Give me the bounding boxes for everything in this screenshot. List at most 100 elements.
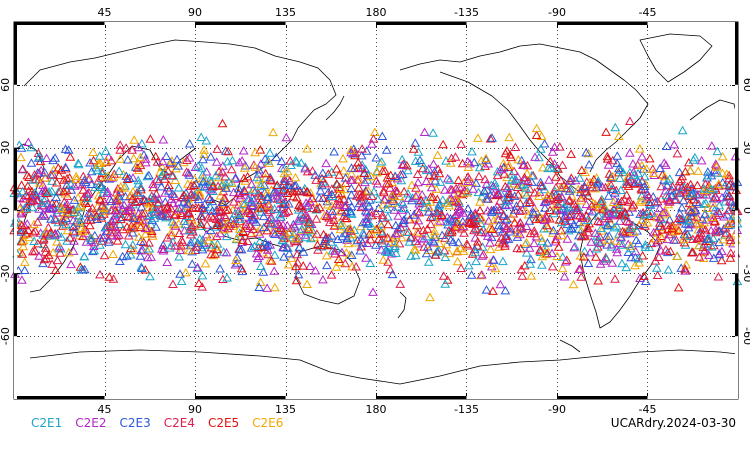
occultation-marker xyxy=(587,182,598,192)
occultation-marker xyxy=(152,206,163,216)
occultation-marker xyxy=(346,190,357,199)
occultation-marker xyxy=(516,264,527,274)
occultation-marker xyxy=(323,169,334,178)
occultation-marker xyxy=(237,266,248,276)
occultation-marker xyxy=(522,168,532,178)
occultation-marker xyxy=(266,175,277,185)
occultation-marker xyxy=(273,219,284,228)
occultation-marker xyxy=(502,183,513,192)
occultation-marker xyxy=(366,210,377,220)
occultation-marker xyxy=(696,155,707,165)
occultation-marker xyxy=(279,199,289,209)
occultation-marker xyxy=(256,159,266,168)
occultation-marker xyxy=(112,227,123,237)
occultation-marker xyxy=(451,183,461,193)
occultation-marker xyxy=(78,226,88,236)
occultation-marker xyxy=(591,252,601,261)
occultation-marker xyxy=(331,179,342,188)
occultation-marker xyxy=(537,260,547,269)
occultation-marker xyxy=(338,165,349,175)
occultation-marker xyxy=(278,184,289,194)
bottom-tick-label: 90 xyxy=(188,403,202,416)
occultation-marker xyxy=(252,227,263,236)
occultation-markers xyxy=(9,116,743,302)
occultation-marker xyxy=(34,177,45,187)
occultation-marker xyxy=(700,209,711,218)
occultation-marker xyxy=(17,275,27,284)
occultation-marker xyxy=(579,251,589,261)
occultation-marker xyxy=(678,215,689,224)
occultation-marker xyxy=(378,199,389,209)
occultation-marker xyxy=(370,225,381,234)
occultation-marker xyxy=(477,191,487,201)
occultation-marker xyxy=(66,259,76,269)
occultation-marker xyxy=(69,195,80,204)
occultation-marker xyxy=(371,176,382,185)
occultation-marker xyxy=(143,224,154,234)
occultation-marker xyxy=(17,220,27,230)
occultation-marker xyxy=(205,152,216,161)
occultation-marker xyxy=(293,269,304,279)
occultation-marker xyxy=(591,243,602,253)
occultation-marker xyxy=(52,255,63,265)
occultation-marker xyxy=(639,271,649,280)
occultation-marker xyxy=(554,215,565,224)
occultation-marker xyxy=(583,191,593,200)
occultation-marker xyxy=(434,245,444,255)
occultation-marker xyxy=(30,226,41,235)
occultation-marker xyxy=(23,225,34,234)
occultation-marker xyxy=(134,214,145,223)
occultation-marker xyxy=(86,179,97,188)
occultation-marker xyxy=(682,182,693,191)
occultation-marker xyxy=(259,222,269,232)
occultation-marker xyxy=(208,250,219,260)
occultation-marker xyxy=(590,183,600,193)
occultation-marker xyxy=(202,220,212,229)
occultation-marker xyxy=(207,239,217,249)
occultation-marker xyxy=(184,225,195,235)
occultation-marker xyxy=(657,225,668,234)
occultation-marker xyxy=(626,252,637,262)
occultation-marker xyxy=(231,255,241,264)
occultation-marker xyxy=(47,176,57,185)
occultation-marker xyxy=(474,171,484,181)
occultation-marker xyxy=(536,233,546,242)
occultation-marker xyxy=(46,170,56,179)
occultation-marker xyxy=(60,144,71,153)
occultation-marker xyxy=(414,207,425,217)
occultation-marker xyxy=(395,279,406,288)
occultation-marker xyxy=(329,246,340,255)
occultation-marker xyxy=(664,174,675,183)
occultation-marker xyxy=(614,173,625,182)
occultation-marker xyxy=(711,162,722,171)
occultation-marker xyxy=(699,199,709,208)
occultation-marker xyxy=(566,149,576,158)
top-tick-label: 135 xyxy=(275,6,296,19)
occultation-marker xyxy=(540,203,550,212)
occultation-marker xyxy=(321,250,332,260)
occultation-marker xyxy=(298,247,309,256)
occultation-marker xyxy=(510,142,521,151)
occultation-marker xyxy=(685,165,696,175)
occultation-marker xyxy=(80,177,91,187)
occultation-marker xyxy=(56,165,67,174)
occultation-marker xyxy=(186,220,197,230)
occultation-marker xyxy=(428,236,439,246)
occultation-marker xyxy=(278,242,288,251)
occultation-marker xyxy=(384,233,394,243)
occultation-marker xyxy=(255,236,265,246)
occultation-marker xyxy=(525,259,536,268)
occultation-marker xyxy=(393,211,404,220)
occultation-marker xyxy=(196,163,207,172)
occultation-marker xyxy=(59,186,69,196)
occultation-marker xyxy=(85,233,96,242)
occultation-marker xyxy=(474,162,485,172)
occultation-marker xyxy=(144,170,154,180)
occultation-marker xyxy=(526,177,537,186)
occultation-marker xyxy=(224,177,234,186)
occultation-marker xyxy=(545,205,555,214)
occultation-marker xyxy=(127,240,138,249)
occultation-marker xyxy=(434,238,445,248)
occultation-marker xyxy=(223,146,233,156)
right-tick-label: -60 xyxy=(741,327,750,345)
